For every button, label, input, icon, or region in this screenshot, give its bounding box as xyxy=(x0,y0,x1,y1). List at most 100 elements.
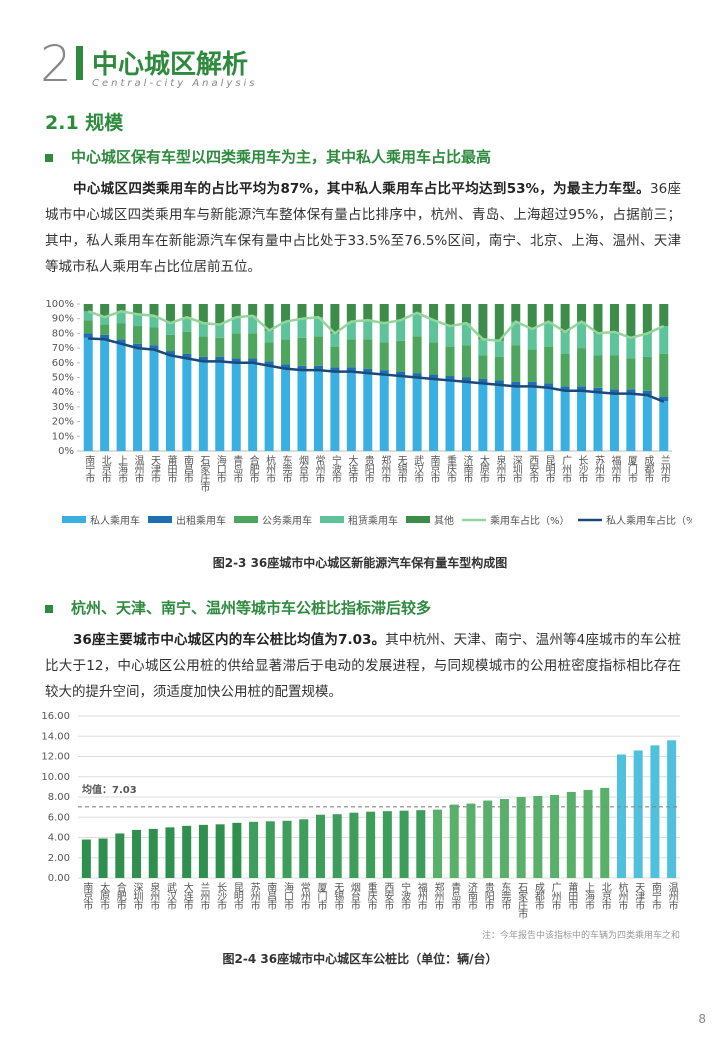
x-tick-label: 青岛市 xyxy=(449,881,461,911)
bar xyxy=(399,810,409,878)
bar-segment xyxy=(461,304,471,324)
bar-segment xyxy=(363,304,373,321)
bar-segment xyxy=(330,367,340,372)
bar-segment xyxy=(100,324,110,335)
y-tick-label: 70% xyxy=(52,343,74,354)
bar-segment xyxy=(626,337,636,359)
bar-segment xyxy=(642,356,652,391)
bold-text: 中心城区四类乘用车的占比平均为87%，其中私人乘用车占比平均达到53%，为最主力… xyxy=(73,181,650,197)
bar-segment xyxy=(429,378,439,451)
x-tick-label: 常州市 xyxy=(313,454,325,484)
y-tick-label: 6.00 xyxy=(48,812,70,823)
bar-segment xyxy=(626,389,636,394)
x-tick-label: 广州市 xyxy=(549,882,561,911)
legend-label: 租赁乘用车 xyxy=(348,514,398,527)
bar-segment xyxy=(494,380,504,385)
bar xyxy=(382,811,392,878)
bar-segment xyxy=(396,340,406,372)
x-tick-label: 西安市 xyxy=(382,882,394,911)
note: 注：今年报告中该指标中的车辆为四类乘用车之和 xyxy=(481,931,680,941)
bar-segment xyxy=(511,381,521,387)
bold-text: 36座主要城市中心城区内的车公桩比均值为7.03。 xyxy=(73,632,386,648)
x-tick-label: 重庆市 xyxy=(365,881,377,911)
bar-segment xyxy=(83,337,93,451)
bar-segment xyxy=(659,353,669,397)
bar-segment xyxy=(116,343,126,451)
bar-segment xyxy=(264,361,274,366)
y-tick-label: 90% xyxy=(52,314,74,325)
x-tick-label: 上海市 xyxy=(583,882,595,911)
bar-segment xyxy=(544,304,554,322)
bar xyxy=(366,811,376,878)
bar-segment xyxy=(412,336,422,374)
bar-segment xyxy=(165,304,175,324)
bar xyxy=(466,803,476,878)
bar-segment xyxy=(544,383,554,388)
bar-segment xyxy=(231,333,241,359)
x-tick-label: 宁波市 xyxy=(399,881,411,911)
bar-segment xyxy=(281,321,291,340)
bar xyxy=(499,799,509,878)
bar xyxy=(265,821,275,878)
bar-segment xyxy=(642,395,652,451)
bar-segment xyxy=(165,323,175,335)
chapter-number: 2 xyxy=(40,35,72,93)
bar xyxy=(315,814,325,878)
bar-segment xyxy=(577,386,587,391)
page-number: 8 xyxy=(698,1012,706,1026)
bar-segment xyxy=(330,346,340,368)
bar xyxy=(249,821,259,878)
caption: 图2-3 36座城市中心城区新能源汽车保有量车型构成图 xyxy=(212,556,508,570)
x-tick-label: 济南市 xyxy=(461,454,473,484)
x-tick-label: 合肥市 xyxy=(114,881,126,911)
bar-segment xyxy=(215,356,225,362)
bar-segment xyxy=(445,380,455,451)
bar-segment xyxy=(642,304,652,334)
bar-segment xyxy=(248,315,258,334)
y-tick-label: 12.00 xyxy=(41,752,70,763)
bar-segment xyxy=(215,304,225,325)
x-tick-label: 烟台市 xyxy=(348,881,360,911)
bar-segment xyxy=(445,346,455,377)
bar-segment xyxy=(264,342,274,362)
bar xyxy=(182,825,192,878)
legend-swatch xyxy=(234,516,258,523)
bar-segment xyxy=(346,371,356,451)
bar-segment xyxy=(313,336,323,366)
bar-segment xyxy=(560,353,570,387)
bar-segment xyxy=(412,304,422,313)
bar-segment xyxy=(396,304,406,321)
x-tick-label: 贵阳市 xyxy=(482,881,494,911)
bar-segment xyxy=(281,304,291,322)
bar-segment xyxy=(511,304,521,322)
x-tick-label: 烟台市 xyxy=(297,454,309,484)
bar-segment xyxy=(429,320,439,343)
bar xyxy=(449,804,459,878)
bar xyxy=(650,745,660,878)
x-tick-label: 天津市 xyxy=(149,455,161,484)
bar-segment xyxy=(560,390,570,451)
bar-segment xyxy=(264,304,274,331)
bar-segment xyxy=(560,331,570,354)
x-tick-label: 南京市 xyxy=(428,454,440,484)
bar-segment xyxy=(346,339,356,368)
bar-segment xyxy=(626,304,636,338)
bar-segment xyxy=(182,353,192,359)
x-tick-label: 深圳市 xyxy=(510,455,522,484)
x-tick-label: 太原市 xyxy=(477,454,489,484)
bar-segment xyxy=(182,317,192,332)
x-tick-label: 上海市 xyxy=(116,455,128,484)
bar-segment xyxy=(133,343,143,349)
bar-segment xyxy=(478,383,488,451)
bar-segment xyxy=(412,312,422,337)
body-text: 36座城市中心城区四类乘用车与新能源汽车整体保有量占比排序中，杭州、青岛、上海超… xyxy=(45,181,681,275)
bar-segment xyxy=(511,345,521,382)
bar-segment xyxy=(445,304,455,327)
bar-segment xyxy=(593,387,603,393)
bar-segment xyxy=(577,390,587,451)
bar xyxy=(282,820,292,878)
bar-segment xyxy=(149,349,159,451)
bar-segment xyxy=(560,304,570,332)
bar xyxy=(433,809,443,878)
bar-segment xyxy=(609,355,619,390)
